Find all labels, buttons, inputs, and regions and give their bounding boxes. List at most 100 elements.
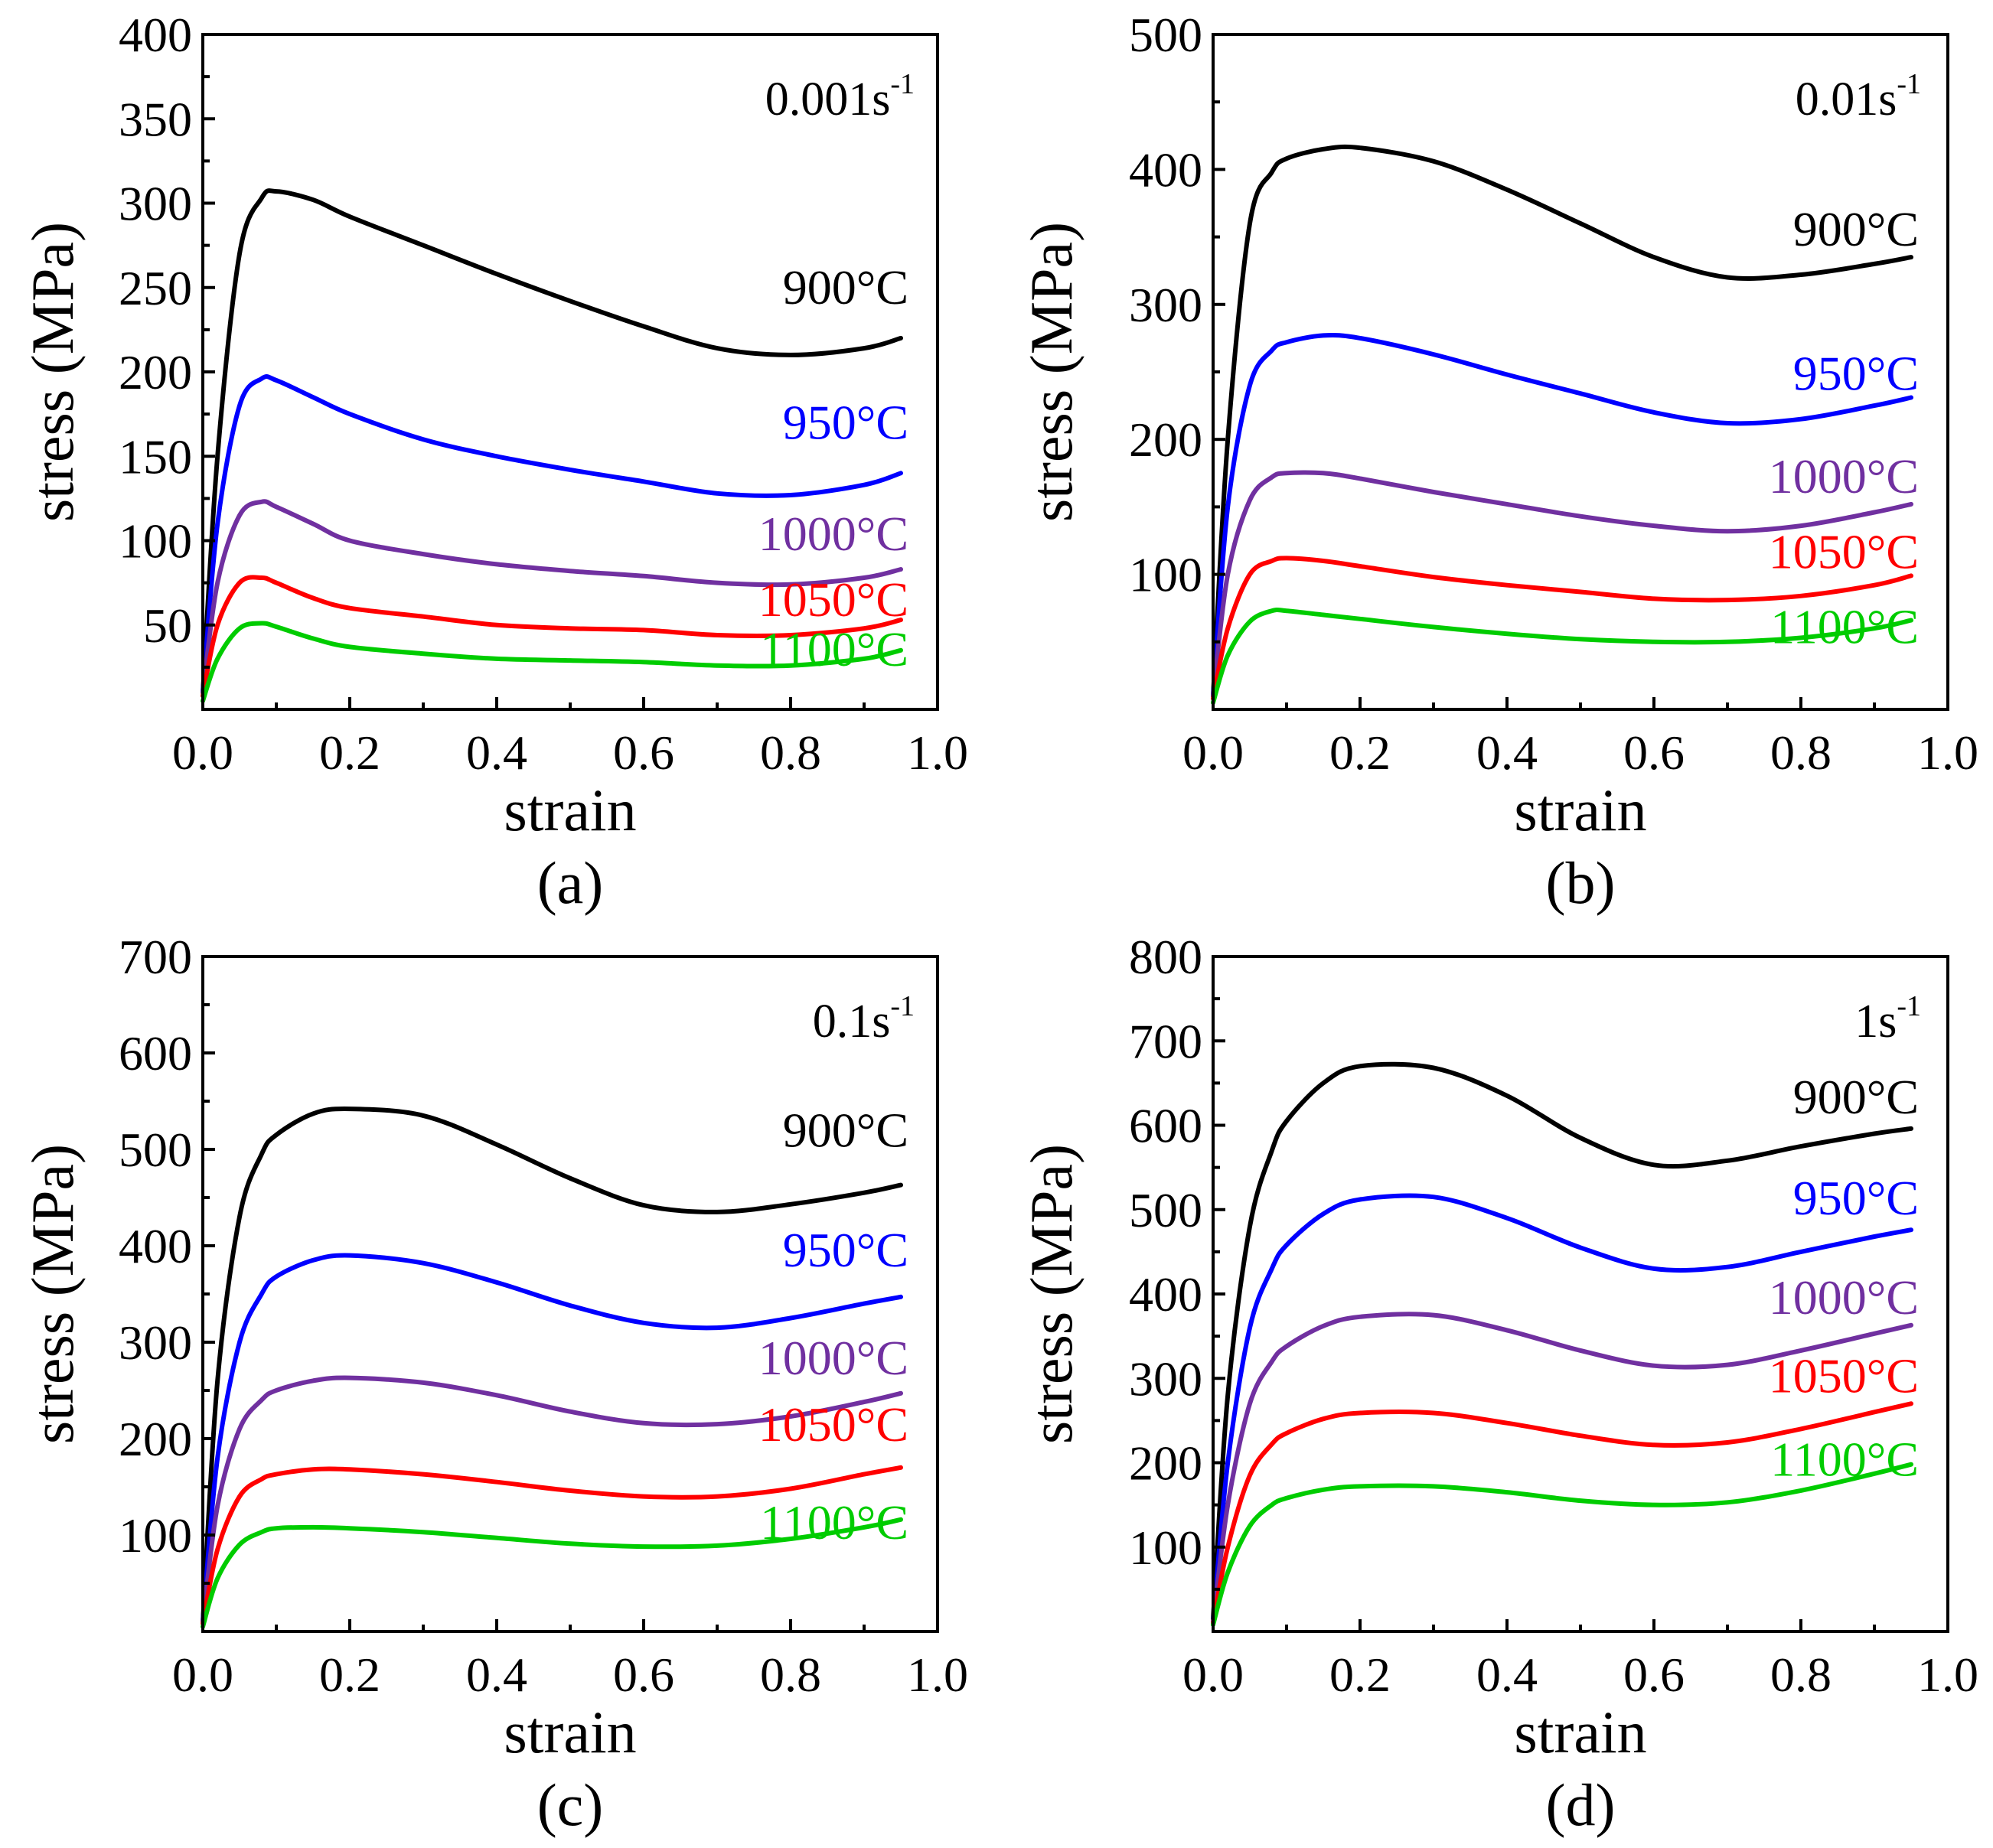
panel-caption-d: (d) [1546,1771,1616,1838]
y-tick-label-b: 200 [1129,412,1202,467]
series-label-d-3: 1050°C [1769,1348,1919,1403]
series-label-c-1: 950°C [783,1223,908,1277]
x-tick-label-a: 0.6 [613,725,674,780]
series-label-d-1: 950°C [1793,1171,1919,1225]
y-axis-label-b: stress (MPa) [1018,222,1085,522]
y-tick-label-c: 300 [119,1315,192,1370]
ticks-b: 0.0 0.2 0.4 0.6 0.8 1.0 100 200 300 400 500 [1129,8,1978,780]
y-tick-label-d: 400 [1129,1267,1202,1322]
y-tick-label-a: 200 [119,345,192,399]
x-tick-label-c: 0.6 [613,1648,674,1702]
x-axis-label-b: strain [1514,777,1646,843]
y-tick-label-a: 250 [119,261,192,315]
x-tick-label-b: 0.4 [1476,725,1538,780]
y-tick-label-c: 500 [119,1123,192,1177]
curves-c: 900°C 950°C 1000°C 1050°C 1100°C [201,1103,908,1629]
y-tick-label-d: 600 [1129,1099,1202,1153]
series-line-c-3 [201,1465,903,1626]
x-tick-label-a: 0.4 [466,725,527,780]
y-axis-label-c: stress (MPa) [19,1144,86,1444]
y-tick-label-a: 50 [143,598,192,653]
series-line-d-0 [1211,1061,1913,1621]
series-label-b-4: 1100°C [1770,600,1919,654]
x-tick-label-a: 0.2 [319,725,380,780]
series-label-a-2: 1000°C [758,507,908,561]
y-tick-label-d: 800 [1129,930,1202,984]
y-tick-label-a: 300 [119,177,192,231]
series-label-c-2: 1000°C [758,1331,908,1385]
x-tick-label-d: 0.2 [1329,1648,1391,1702]
panel-caption-a: (a) [537,849,604,916]
x-axis-label-d: strain [1514,1699,1646,1765]
series-label-a-1: 950°C [783,395,908,449]
series-line-d-3 [1211,1401,1913,1625]
y-tick-label-b: 300 [1129,278,1202,332]
series-line-b-3 [1211,556,1913,701]
series-line-a-1 [201,374,903,695]
series-line-a-0 [201,188,903,695]
rate-label-a: 0.001s-1 [765,68,915,125]
series-line-d-2 [1211,1312,1913,1625]
ticks-d: 0.0 0.2 0.4 0.6 0.8 1.0 100 200 300 400 500 600 700 8… [1129,930,1978,1702]
series-line-a-4 [201,621,903,703]
panel-caption-c: (c) [537,1771,604,1838]
x-tick-label-d: 0.6 [1623,1648,1685,1702]
y-axis-label-d: stress (MPa) [1018,1144,1085,1444]
curves-d: 900°C 950°C 1000°C 1050°C 1100°C [1211,1061,1919,1628]
series-label-c-4: 1100°C [760,1495,908,1550]
series-line-c-1 [201,1253,903,1625]
series-line-c-4 [201,1517,903,1629]
series-line-a-2 [201,499,903,695]
curves-b: 900°C 950°C 1000°C 1050°C 1100°C [1211,144,1919,706]
series-label-a-3: 1050°C [758,572,908,627]
y-tick-label-c: 600 [119,1026,192,1080]
ticks-a: 0.0 0.2 0.4 0.6 0.8 1.0 50 100 150 200 250 300 350 40… [119,8,968,780]
y-tick-label-a: 350 [119,92,192,146]
series-label-b-1: 950°C [1793,347,1919,401]
series-label-d-0: 900°C [1793,1070,1919,1124]
x-axis-label-c: strain [504,1699,636,1765]
panel-d: 900°C 950°C 1000°C 1050°C 1100°C 0.0 0.2 0.4 0.… [1018,930,1978,1838]
x-tick-label-a: 0.8 [760,725,821,780]
y-tick-label-a: 400 [119,8,192,62]
series-line-c-0 [201,1107,903,1625]
y-tick-label-b: 400 [1129,142,1202,197]
x-tick-label-b: 1.0 [1917,725,1978,780]
rate-label-d: 1s-1 [1854,990,1921,1048]
x-tick-label-d: 0.8 [1770,1648,1832,1702]
y-tick-label-c: 100 [119,1508,192,1563]
y-tick-label-d: 500 [1129,1183,1202,1237]
series-label-d-2: 1000°C [1769,1270,1919,1325]
series-label-d-4: 1100°C [1770,1432,1919,1487]
ticks-c: 0.0 0.2 0.4 0.6 0.8 1.0 100 200 300 400 500 600 700 [119,930,968,1702]
x-tick-label-d: 0.0 [1182,1648,1244,1702]
series-label-c-0: 900°C [783,1103,908,1158]
panel-caption-b: (b) [1546,849,1616,916]
x-tick-label-c: 0.8 [760,1648,821,1702]
x-tick-label-c: 0.2 [319,1648,380,1702]
series-line-d-4 [1211,1462,1913,1628]
series-line-b-1 [1211,332,1913,699]
x-tick-label-c: 0.0 [172,1648,233,1702]
series-label-b-3: 1050°C [1769,524,1919,579]
y-tick-label-b: 500 [1129,8,1202,62]
x-tick-label-d: 1.0 [1917,1648,1978,1702]
series-label-b-2: 1000°C [1769,449,1919,504]
x-tick-label-d: 0.4 [1476,1648,1538,1702]
x-tick-label-a: 0.0 [172,725,233,780]
y-tick-label-d: 700 [1129,1014,1202,1068]
y-axis-label-a: stress (MPa) [19,222,86,522]
series-label-c-3: 1050°C [758,1397,908,1452]
series-line-b-4 [1211,607,1913,706]
rate-label-c: 0.1s-1 [813,990,915,1048]
y-tick-label-b: 100 [1129,548,1202,602]
y-tick-label-c: 400 [119,1219,192,1273]
series-line-a-3 [201,575,903,699]
series-line-c-2 [201,1375,903,1625]
y-tick-label-d: 300 [1129,1351,1202,1406]
